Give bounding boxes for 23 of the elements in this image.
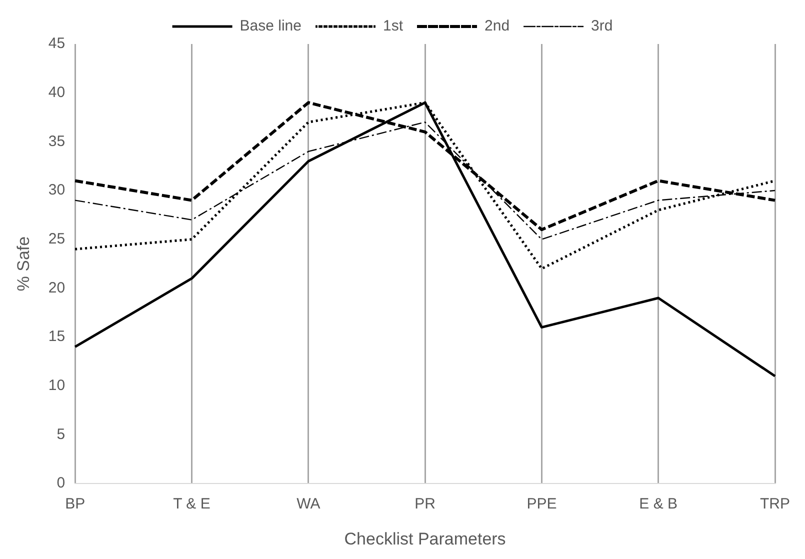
x-tick-label: BP xyxy=(65,496,86,513)
y-tick-label: 40 xyxy=(48,84,66,101)
x-tick-label: E & B xyxy=(639,496,678,513)
y-axis-title: % Safe xyxy=(14,236,33,292)
x-tick-label: WA xyxy=(296,496,320,513)
x-tick-label: T & E xyxy=(173,496,210,513)
y-tick-label: 45 xyxy=(48,35,66,52)
y-tick-label: 35 xyxy=(48,132,66,150)
y-tick-label: 20 xyxy=(48,279,66,296)
legend-label: 2nd xyxy=(484,18,510,35)
x-tick-label: TRP xyxy=(760,496,790,513)
legend-label: 3rd xyxy=(591,18,613,35)
x-tick-label: PPE xyxy=(526,496,557,513)
x-axis-title: Checklist Parameters xyxy=(344,529,506,548)
y-tick-label: 0 xyxy=(56,474,66,492)
y-tick-label: 5 xyxy=(56,426,66,443)
y-tick-label: 30 xyxy=(48,182,66,199)
y-tick-label: 25 xyxy=(48,230,66,248)
legend-label: 1st xyxy=(382,18,404,35)
legend-label: Base line xyxy=(240,18,302,35)
y-tick-label: 15 xyxy=(48,328,66,346)
y-tick-label: 10 xyxy=(48,377,66,394)
x-tick-label: PR xyxy=(414,496,436,513)
